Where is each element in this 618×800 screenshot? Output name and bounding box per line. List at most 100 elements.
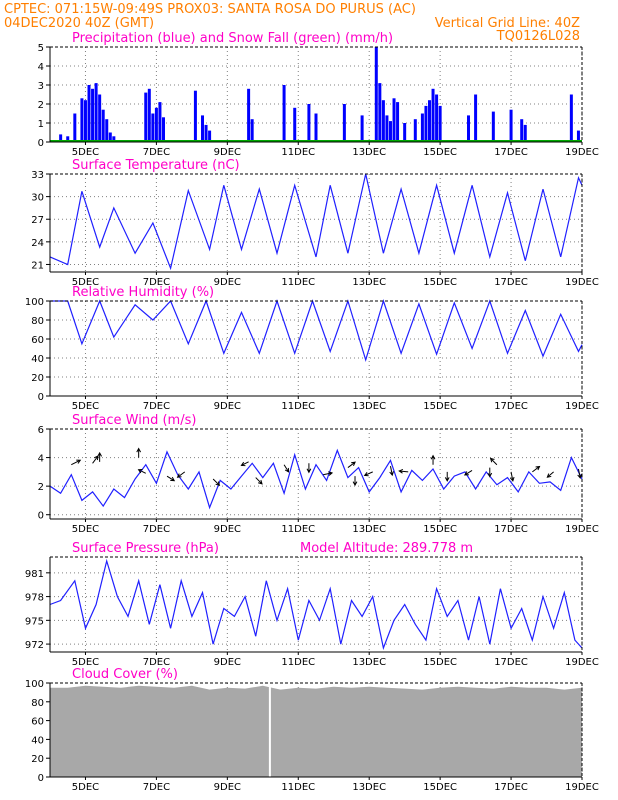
precip-bar [151,113,155,142]
x-tick-label: 15DEC [423,782,457,793]
wind-arrow [463,470,473,476]
x-tick-label: 9DEC [214,524,241,535]
series-line [49,173,583,271]
panel-title: Relative Humidity (%) [72,285,214,300]
header-grid-line: Vertical Grid Line: 40Z [435,16,580,31]
y-tick-label: 60 [31,717,44,728]
x-tick-label: 13DEC [352,147,386,158]
wind-arrow [546,471,554,478]
precip-bar [293,107,297,142]
precip-bar [381,100,385,142]
panel-title: Surface Pressure (hPa) [72,541,219,556]
x-tick-label: 19DEC [565,401,599,412]
x-tick-label: 13DEC [352,782,386,793]
y-tick-label: 21 [31,260,44,271]
y-tick-label: 40 [31,354,44,365]
x-tick-label: 11DEC [281,657,315,668]
precip-bar [374,47,378,142]
y-tick-label: 1 [38,119,44,130]
precip-bar [378,83,382,142]
precip-bar [467,115,471,142]
precip-bar [250,119,254,142]
wind-arrow [444,471,450,482]
x-tick-label: 7DEC [143,657,170,668]
wind-arrow [176,471,186,478]
y-tick-label: 2 [38,100,44,111]
wind-arrow [489,457,498,466]
x-tick-label: 7DEC [143,277,170,288]
y-tick-label: 27 [31,215,44,226]
wind-arrow [532,465,541,473]
precip-bar [193,90,197,142]
y-tick-label: 30 [31,193,44,204]
x-tick-label: 13DEC [352,277,386,288]
x-tick-label: 17DEC [494,782,528,793]
panel-title: Cloud Cover (%) [72,667,178,682]
x-tick-label: 17DEC [494,277,528,288]
y-tick-label: 0 [38,138,44,149]
y-tick-label: 24 [31,238,44,249]
precip-bar [158,102,162,142]
wind-arrow [166,475,176,482]
precip-bar [392,98,396,142]
x-tick-label: 15DEC [423,401,457,412]
x-tick-label: 19DEC [565,147,599,158]
wind-arrow [352,476,358,487]
wind-arrow [137,469,146,474]
y-tick-label: 6 [38,425,44,436]
precip-bar [474,94,478,142]
x-tick-label: 15DEC [423,147,457,158]
precip-bar [523,124,527,142]
panel-title: Surface Temperature (nC) [72,158,240,173]
x-tick-label: 17DEC [494,657,528,668]
y-tick-label: 60 [31,335,44,346]
precip-bar [87,85,91,142]
precip-bar [94,83,98,142]
y-tick-label: 100 [25,679,44,690]
precip-bar [282,85,286,142]
wind-arrow [487,467,493,478]
x-tick-label: 17DEC [494,401,528,412]
precip-bar [569,94,573,142]
precip-bar [144,92,148,142]
wind-arrow [283,464,290,473]
x-tick-label: 7DEC [143,147,170,158]
precip-bar [396,102,400,142]
wind-arrow [71,459,82,466]
panel-subtitle: Model Altitude: 289.778 m [300,541,473,556]
x-tick-label: 19DEC [565,657,599,668]
y-tick-label: 80 [31,316,44,327]
y-tick-label: 5 [38,43,44,54]
precip-bar [413,119,417,142]
precip-bar [420,113,424,142]
x-tick-label: 15DEC [423,277,457,288]
wind-arrow [509,471,515,482]
y-tick-label: 0 [38,392,44,403]
x-tick-label: 11DEC [281,782,315,793]
precip-bar [435,94,439,142]
precip-bar [509,109,513,142]
precip-bar [73,113,77,142]
precip-bar [154,107,158,142]
precip-bar [438,105,442,142]
precip-bar [427,100,431,142]
x-tick-label: 7DEC [143,782,170,793]
x-tick-label: 11DEC [281,401,315,412]
precip-bar [208,130,212,142]
y-tick-label: 20 [31,754,44,765]
y-tick-label: 981 [25,569,44,580]
y-tick-label: 20 [31,373,44,384]
precip-bar [424,105,428,142]
series-line [49,558,583,651]
wind-arrow [347,461,356,468]
wind-arrow [97,451,103,462]
y-tick-label: 80 [31,698,44,709]
header-run-time: 04DEC2020 40Z (GMT) [4,16,154,31]
precip-bar [204,124,208,142]
series-line [50,299,583,362]
precip-bar [520,119,524,142]
x-tick-label: 11DEC [281,524,315,535]
panel-title: Precipitation (blue) and Snow Fall (gree… [72,31,393,46]
wind-arrow [577,468,582,480]
y-tick-label: 33 [31,170,44,181]
